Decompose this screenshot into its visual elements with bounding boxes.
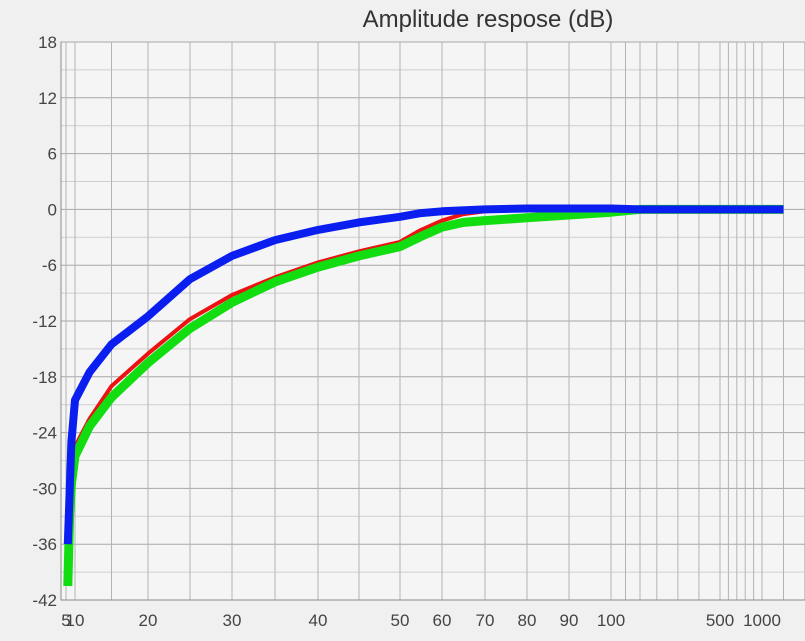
x-tick-label: 100: [597, 611, 625, 630]
chart-title: Amplitude respose (dB): [363, 6, 614, 33]
x-tick-label: 30: [223, 611, 242, 630]
y-tick-label: 18: [38, 33, 57, 52]
x-tick-label: 1000: [743, 611, 781, 630]
x-tick-label: 20: [139, 611, 158, 630]
y-tick-label: 6: [48, 145, 57, 164]
x-tick-label: 60: [433, 611, 452, 630]
x-tick-label: 5: [61, 611, 70, 630]
x-tick-label: 500: [706, 611, 734, 630]
y-tick-label: -42: [32, 591, 57, 610]
y-tick-label: -6: [42, 256, 57, 275]
x-tick-label: 80: [518, 611, 537, 630]
x-tick-label: 40: [309, 611, 328, 630]
series-layer: [63, 204, 784, 587]
y-tick-label: -18: [32, 368, 57, 387]
y-tick-label: 0: [48, 200, 57, 219]
series-line-3: [63, 204, 784, 545]
y-tick-label: -24: [32, 424, 57, 443]
x-tick-label: 10: [66, 611, 85, 630]
y-tick-label: -36: [32, 535, 57, 554]
y-tick-label: -30: [32, 479, 57, 498]
x-tick-label: 90: [560, 611, 579, 630]
y-tick-label: -12: [32, 312, 57, 331]
x-tick-label: 50: [391, 611, 410, 630]
grid: [60, 41, 805, 601]
y-tick-label: 12: [38, 89, 57, 108]
x-tick-label: 70: [476, 611, 495, 630]
